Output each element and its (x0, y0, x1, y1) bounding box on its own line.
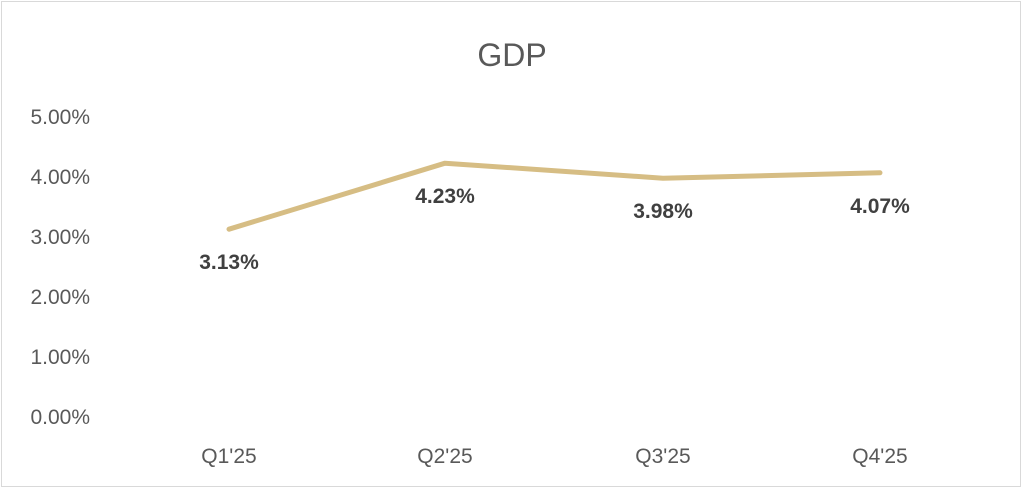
data-labels: 3.13% 4.23% 3.98% 4.07% (199, 185, 910, 274)
y-axis-ticks: 0.00% 1.00% 2.00% 3.00% 4.00% 5.00% (30, 106, 90, 429)
x-tick-label: Q2'25 (417, 445, 472, 468)
x-axis-ticks: Q1'25 Q2'25 Q3'25 Q4'25 (201, 445, 907, 468)
x-tick-label: Q4'25 (852, 445, 907, 468)
y-tick-label: 2.00% (30, 286, 90, 309)
gdp-series-line (226, 160, 883, 232)
data-label: 4.23% (415, 185, 475, 208)
data-label: 3.98% (633, 200, 693, 223)
y-tick-label: 0.00% (30, 406, 90, 429)
data-label: 4.07% (850, 195, 910, 218)
x-tick-label: Q3'25 (635, 445, 690, 468)
x-tick-label: Q1'25 (201, 445, 256, 468)
y-tick-label: 4.00% (30, 166, 90, 189)
data-label: 3.13% (199, 251, 259, 274)
y-tick-label: 3.00% (30, 226, 90, 249)
series-layer (226, 160, 883, 232)
chart-title: GDP (477, 37, 546, 73)
y-tick-label: 1.00% (30, 346, 90, 369)
y-tick-label: 5.00% (30, 106, 90, 129)
